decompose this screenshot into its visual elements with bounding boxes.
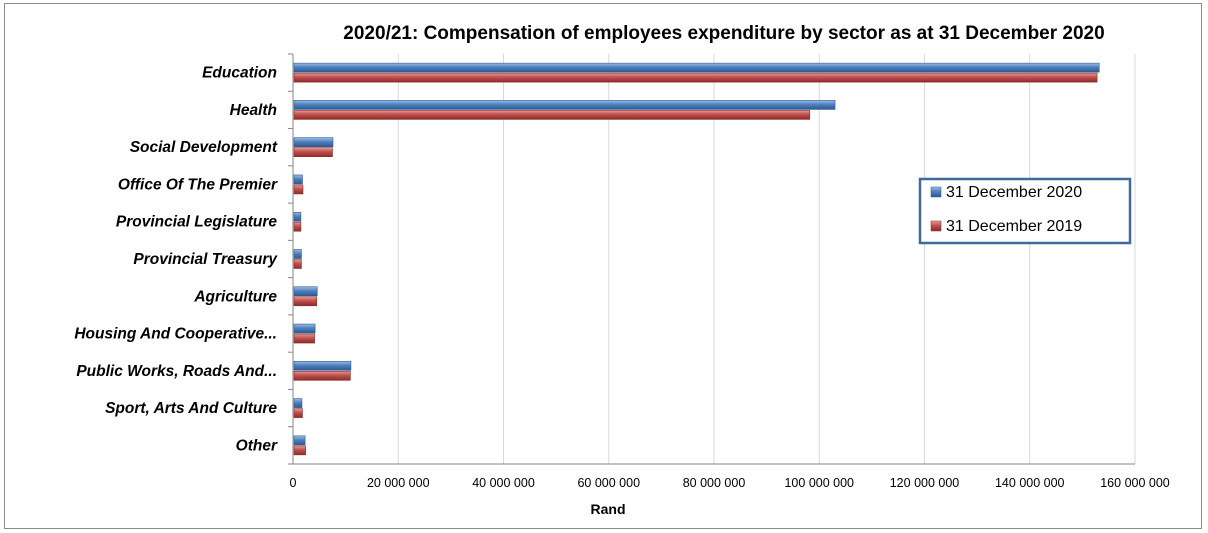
category-label: Other: [236, 437, 278, 454]
category-label: Housing And Cooperative...: [74, 326, 277, 343]
bar-2020: [293, 174, 303, 185]
category-label: Health: [230, 102, 277, 119]
bar-2019: [293, 333, 315, 344]
x-tick-label: 20 000 000: [367, 476, 430, 490]
bar-2020: [293, 398, 303, 408]
category-label: Education: [202, 65, 277, 82]
x-tick-label: 40 000 000: [472, 476, 535, 490]
x-tick-label: 160 000 000: [1100, 476, 1170, 490]
legend-label-2020: 31 December 2020: [946, 184, 1082, 201]
legend: 31 December 2020 31 December 2019: [918, 177, 1132, 245]
x-tick-label: 140 000 000: [995, 476, 1065, 490]
bar-2019: [293, 445, 306, 456]
bar-2020: [293, 137, 334, 147]
bar-2020: [293, 323, 316, 334]
x-tick-label: 0: [290, 476, 297, 490]
category-label: Sport, Arts And Culture: [105, 400, 277, 417]
category-labels: Education Health Social Development Office …: [74, 65, 278, 455]
x-tick-label: 80 000 000: [683, 476, 746, 490]
bar-2020: [293, 361, 352, 371]
axes: [288, 53, 1135, 465]
x-tick-label: 120 000 000: [890, 476, 960, 490]
bar-2020: [293, 211, 302, 222]
bar-2019: [293, 147, 333, 157]
bar-2020: [293, 286, 318, 297]
bar-2020: [293, 249, 302, 259]
bar-chart: 2020/21: Compensation of employees expen…: [74, 23, 1170, 517]
bar-2019: [293, 371, 351, 381]
gridlines: [397, 54, 1136, 464]
chart-title: 2020/21: Compensation of employees expen…: [343, 23, 1104, 44]
category-label: Public Works, Roads And...: [76, 363, 277, 380]
bar-2020: [293, 100, 836, 110]
x-tick-labels: 0 20 000 000 40 000 000 60 000 000 80 000 00…: [290, 476, 1170, 490]
category-label: Provincial Legislature: [116, 214, 277, 231]
bar-2019: [293, 110, 811, 120]
bar-2019: [293, 72, 1098, 83]
bar-2020: [293, 62, 1100, 73]
bar-2019: [293, 296, 317, 307]
legend-label-2019: 31 December 2019: [946, 218, 1082, 235]
x-axis-title: Rand: [591, 501, 626, 517]
x-tick-label: 100 000 000: [784, 476, 854, 490]
bars: [293, 62, 1100, 456]
category-label: Office Of The Premier: [118, 176, 278, 193]
category-label: Agriculture: [193, 288, 277, 305]
bar-2020: [293, 435, 306, 446]
bar-2019: [293, 221, 302, 232]
category-label: Provincial Treasury: [133, 251, 278, 268]
legend-swatch-2020: [930, 186, 942, 198]
category-label: Social Development: [130, 139, 278, 156]
legend-swatch-2019: [930, 220, 942, 232]
bar-2019: [293, 259, 302, 269]
x-tick-label: 60 000 000: [577, 476, 640, 490]
bar-2019: [293, 408, 303, 418]
chart-frame: 2020/21: Compensation of employees expen…: [4, 3, 1202, 529]
legend-box: [918, 177, 1132, 245]
bar-2019: [293, 184, 304, 195]
